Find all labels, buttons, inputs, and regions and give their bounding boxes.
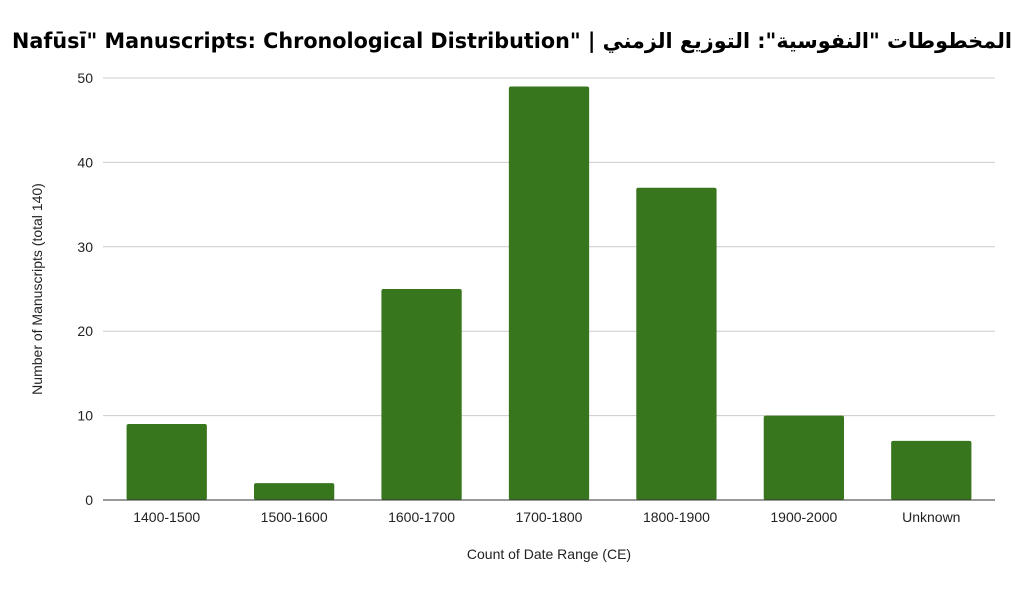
bar-unknown [891, 440, 972, 500]
bar-1400-1500 [126, 424, 207, 500]
bar-1700-1800 [508, 86, 590, 500]
x-tick-label: 1700-1800 [516, 509, 583, 525]
y-axis-label: Number of Manuscripts (total 140) [29, 183, 45, 395]
chart-title: المخطوطات "النفوسية": التوزيع الزمني | "… [12, 29, 1012, 54]
x-tick-label: Unknown [902, 509, 960, 525]
bar-1500-1600 [254, 483, 335, 500]
x-axis-label: Count of Date Range (CE) [467, 546, 631, 562]
y-axis-ticks: 0 10 20 30 40 50 [77, 70, 93, 508]
x-tick-label: 1400-1500 [133, 509, 200, 525]
y-tick-label: 10 [77, 408, 93, 424]
y-tick-label: 40 [77, 154, 93, 170]
y-tick-label: 20 [77, 323, 93, 339]
x-tick-label: 1800-1900 [643, 509, 710, 525]
bar-1900-2000 [763, 415, 844, 500]
x-tick-label: 1500-1600 [261, 509, 328, 525]
bars [126, 86, 972, 500]
y-tick-label: 50 [77, 70, 93, 86]
x-axis-ticks: 1400-1500 1500-1600 1600-1700 1700-1800 1800… [133, 509, 960, 525]
x-tick-label: 1600-1700 [388, 509, 455, 525]
y-tick-label: 0 [85, 492, 93, 508]
y-tick-label: 30 [77, 239, 93, 255]
bar-1600-1700 [381, 289, 462, 500]
bar-1800-1900 [636, 187, 717, 500]
x-tick-label: 1900-2000 [770, 509, 837, 525]
